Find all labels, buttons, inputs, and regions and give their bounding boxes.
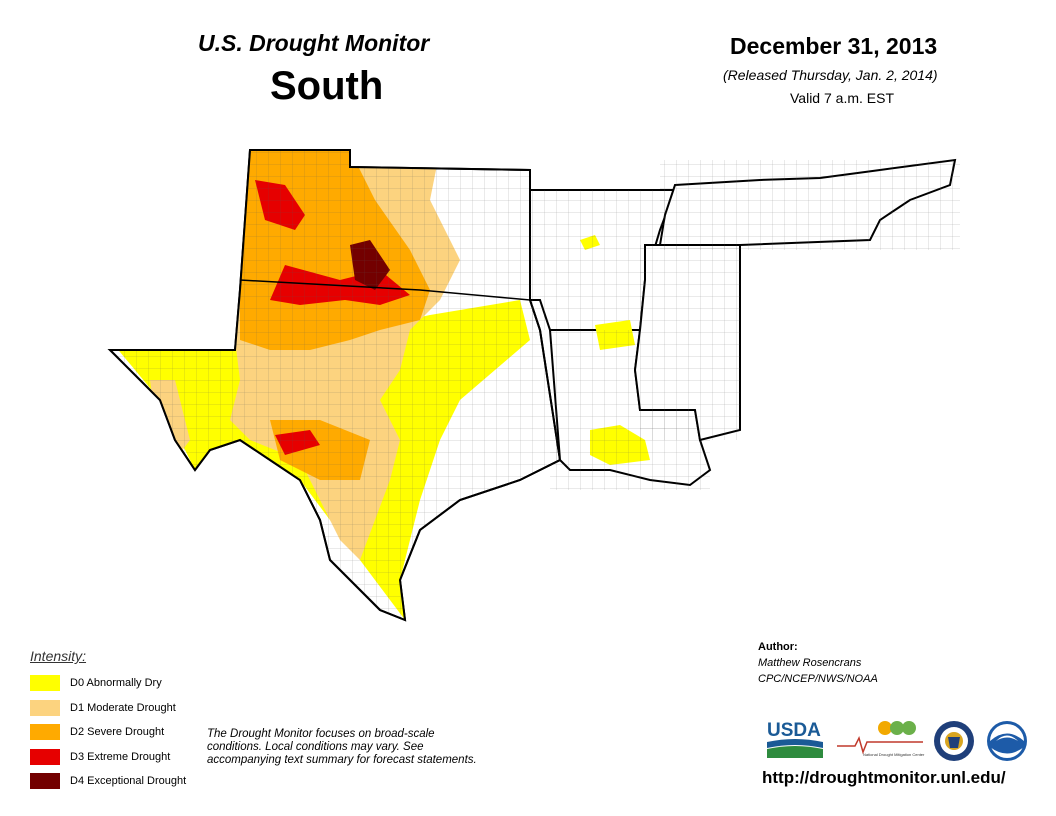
region-title: South bbox=[270, 64, 384, 108]
svg-text:USDA: USDA bbox=[767, 720, 821, 741]
disclaimer-note: The Drought Monitor focuses on broad-sca… bbox=[207, 728, 477, 766]
author-name: Matthew Rosencrans bbox=[758, 657, 862, 669]
legend-item-d3: D3 Extreme Drought bbox=[30, 749, 170, 765]
release-date: (Released Thursday, Jan. 2, 2014) bbox=[723, 67, 938, 83]
legend-item-d0: D0 Abnormally Dry bbox=[30, 675, 162, 691]
legend-swatch-d0 bbox=[30, 675, 60, 691]
legend-title: Intensity: bbox=[30, 648, 87, 664]
legend-label-d1: D1 Moderate Drought bbox=[70, 702, 176, 714]
legend-swatch-d1 bbox=[30, 700, 60, 716]
valid-time: Valid 7 a.m. EST bbox=[790, 90, 895, 106]
noaa-logo-icon bbox=[987, 721, 1027, 761]
legend-label-d3: D3 Extreme Drought bbox=[70, 751, 171, 763]
drought-map bbox=[107, 149, 960, 622]
legend-label-d0: D0 Abnormally Dry bbox=[70, 677, 162, 689]
source-url[interactable]: http://droughtmonitor.unl.edu/ bbox=[762, 768, 1006, 787]
legend-item-d4: D4 Exceptional Drought bbox=[30, 773, 186, 789]
department-of-commerce-seal-icon bbox=[934, 721, 974, 761]
map-title: U.S. Drought Monitor bbox=[198, 30, 430, 56]
legend-swatch-d3 bbox=[30, 749, 60, 765]
ndmc-logo: National Drought Mitigation Center bbox=[837, 721, 925, 757]
svg-text:National Drought Mitigation Ce: National Drought Mitigation Center bbox=[863, 752, 925, 757]
legend-swatch-d4 bbox=[30, 773, 60, 789]
legend-swatch-d2 bbox=[30, 724, 60, 740]
usda-logo: USDA bbox=[767, 720, 823, 758]
legend-label-d2: D2 Severe Drought bbox=[70, 726, 165, 738]
author-label: Author: bbox=[758, 641, 798, 653]
legend-label-d4: D4 Exceptional Drought bbox=[70, 775, 187, 787]
legend-item-d1: D1 Moderate Drought bbox=[30, 700, 176, 716]
legend-item-d2: D2 Severe Drought bbox=[30, 724, 164, 740]
map-date: December 31, 2013 bbox=[730, 33, 938, 59]
author-org: CPC/NCEP/NWS/NOAA bbox=[758, 673, 878, 685]
